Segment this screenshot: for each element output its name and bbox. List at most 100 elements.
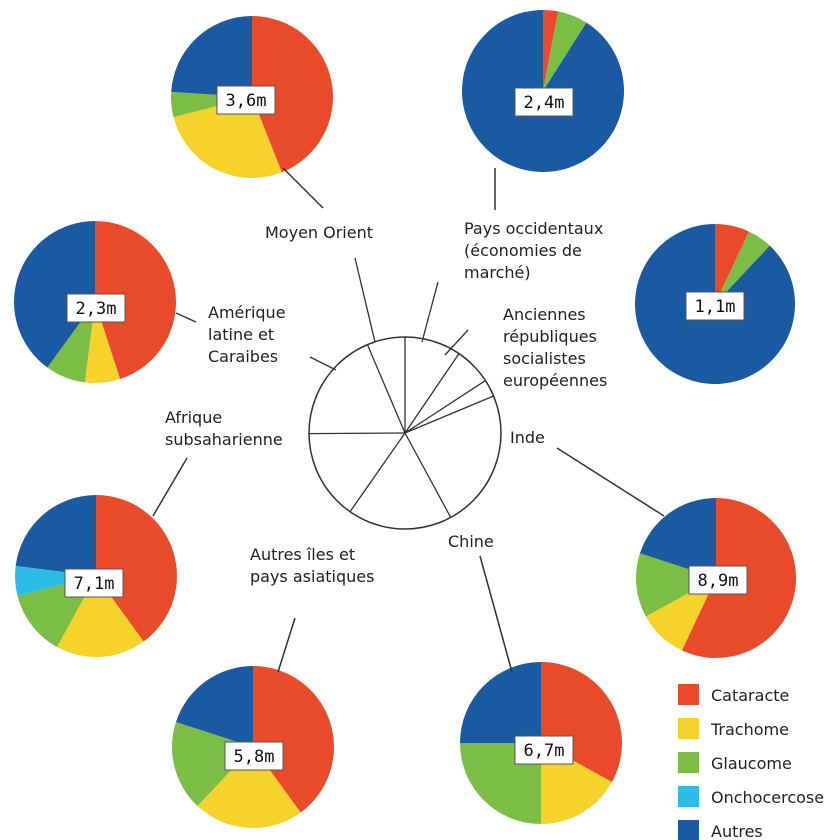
total-box-afrique-subsaharienne <box>64 568 124 598</box>
leader-line-inde <box>556 447 665 517</box>
total-box-inde <box>688 565 748 595</box>
slice-amerique-latine-autres <box>13 221 95 368</box>
overview-divider-afrique-subsaharienne <box>308 432 406 435</box>
region-label-line: subsaharienne <box>165 430 283 449</box>
legend-label-cataracte: Cataracte <box>711 686 789 705</box>
region-label-line: socialistes <box>503 349 586 368</box>
leader-line-autres-iles <box>277 617 296 673</box>
overview-pointer-amerique-latine <box>309 356 337 371</box>
legend-label-onchocercose: Onchocercose <box>711 788 824 807</box>
total-label-anciennes-republiques: 1,1m <box>695 297 736 317</box>
legend: Cataracte Trachome Glaucome Onchocercose Aut… <box>678 684 824 840</box>
region-label-line: Amérique <box>208 303 286 322</box>
region-label-chine: Chine <box>448 532 494 551</box>
total-label-autres-iles: 5,8m <box>234 747 275 767</box>
total-label-pays-occidentaux: 2,4m <box>524 93 565 113</box>
overview-pointer-anciennes-republiques <box>444 329 469 356</box>
region-anciennes-republiques: 1,1m Anciennes républiques socialistes europ… <box>503 224 795 390</box>
region-label-line: Chine <box>448 532 494 551</box>
region-label-line: européennes <box>503 371 607 390</box>
region-pays-occidentaux: 2,4m Pays occidentaux (économies de marché) <box>462 10 624 282</box>
leader-line-moyen-orient <box>282 167 324 209</box>
region-moyen-orient: 3,6m Moyen Orient <box>171 16 373 242</box>
region-label-line: Afrique <box>165 408 222 427</box>
region-autres-iles: 5,8m Autres îles et pays asiatiques <box>172 545 374 828</box>
overview-pointer-pays-occidentaux <box>421 281 439 343</box>
overview-divider-inde <box>404 395 494 434</box>
legend-swatch-cataracte <box>678 684 699 705</box>
region-afrique-subsaharienne: 7,1m Afrique subsaharienne <box>15 408 283 657</box>
slice-anciennes-republiques-cataracte <box>715 224 750 304</box>
total-label-chine: 6,7m <box>524 741 565 761</box>
legend-swatch-onchocercose <box>678 786 699 807</box>
slice-afrique-subsaharienne-autres <box>15 495 96 576</box>
slice-moyen-orient-trachome <box>173 97 282 178</box>
total-label-inde: 8,9m <box>698 571 739 591</box>
legend-swatch-glaucome <box>678 752 699 773</box>
total-box-autres-iles <box>224 741 284 771</box>
region-inde: 8,9m Inde <box>510 428 796 658</box>
region-label-autres-iles: Autres îles et pays asiatiques <box>250 545 374 586</box>
total-box-moyen-orient <box>216 85 276 115</box>
region-label-amerique-latine: Amérique latine et Caraibes <box>208 303 286 366</box>
slice-anciennes-republiques-glaucome <box>715 231 770 304</box>
total-label-amerique-latine: 2,3m <box>76 299 117 319</box>
slice-autres-iles-cataracte <box>253 666 334 813</box>
region-label-line: Inde <box>510 428 545 447</box>
region-label-line: Moyen Orient <box>265 223 373 242</box>
slice-inde-glaucome <box>635 553 716 617</box>
slice-moyen-orient-autres <box>171 16 252 97</box>
slice-chine-autres <box>460 662 541 743</box>
slice-pays-occidentaux-cataracte <box>543 10 559 91</box>
slice-inde-autres <box>639 498 716 578</box>
total-label-afrique-subsaharienne: 7,1m <box>74 574 115 594</box>
region-label-line: (économies de <box>464 241 582 260</box>
total-box-chine <box>514 735 574 765</box>
region-label-pays-occidentaux: Pays occidentaux (économies de marché) <box>464 219 603 282</box>
region-label-line: latine et <box>208 325 274 344</box>
overview-divider-anciennes-republiques <box>404 380 486 434</box>
region-label-moyen-orient: Moyen Orient <box>265 223 373 242</box>
overview-divider-chine <box>404 432 452 518</box>
total-box-pays-occidentaux <box>514 87 574 117</box>
leader-line-afrique-subsaharienne <box>152 457 188 517</box>
region-label-line: républiques <box>503 327 597 346</box>
slice-amerique-latine-cataracte <box>95 221 176 380</box>
total-box-anciennes-republiques <box>685 291 745 321</box>
region-label-line: marché) <box>464 263 531 282</box>
region-label-line: Anciennes <box>503 305 586 324</box>
region-label-inde: Inde <box>510 428 545 447</box>
overview-divider-pays-occidentaux <box>404 353 460 434</box>
overview-divider-autres-iles <box>349 432 406 513</box>
region-label-line: Caraibes <box>208 347 278 366</box>
region-chine: 6,7m Chine <box>448 532 622 824</box>
total-box-amerique-latine <box>66 293 126 323</box>
total-label-moyen-orient: 3,6m <box>226 91 267 111</box>
leader-line-chine <box>479 555 513 673</box>
overview-pie <box>308 257 502 530</box>
region-label-line: pays asiatiques <box>250 567 374 586</box>
slice-pays-occidentaux-glaucome <box>543 11 587 92</box>
legend-swatch-autres <box>678 820 699 840</box>
overview-pointer-moyen-orient <box>354 257 376 343</box>
leader-line-amerique-latine <box>175 312 197 323</box>
region-amerique-latine: 2,3m Amérique latine et Caraibes <box>13 221 286 383</box>
legend-label-trachome: Trachome <box>710 720 789 739</box>
legend-label-glaucome: Glaucome <box>711 754 792 773</box>
region-label-line: Autres îles et <box>250 545 355 564</box>
slice-afrique-subsaharienne-cataracte <box>96 495 178 642</box>
region-label-anciennes-republiques: Anciennes républiques socialistes européenn… <box>503 305 607 390</box>
legend-swatch-trachome <box>678 718 699 739</box>
slice-moyen-orient-cataracte <box>252 16 333 173</box>
slice-autres-iles-autres <box>175 666 253 747</box>
region-label-afrique-subsaharienne: Afrique subsaharienne <box>165 408 283 449</box>
slice-afrique-subsaharienne-trachome <box>56 576 144 657</box>
overview-divider-amerique-latine <box>366 344 406 434</box>
slice-afrique-subsaharienne-onchocercose <box>15 565 96 597</box>
slice-autres-iles-trachome <box>197 747 301 828</box>
legend-label-autres: Autres <box>711 822 763 840</box>
region-label-line: Pays occidentaux <box>464 219 603 238</box>
slice-inde-trachome <box>645 578 716 651</box>
